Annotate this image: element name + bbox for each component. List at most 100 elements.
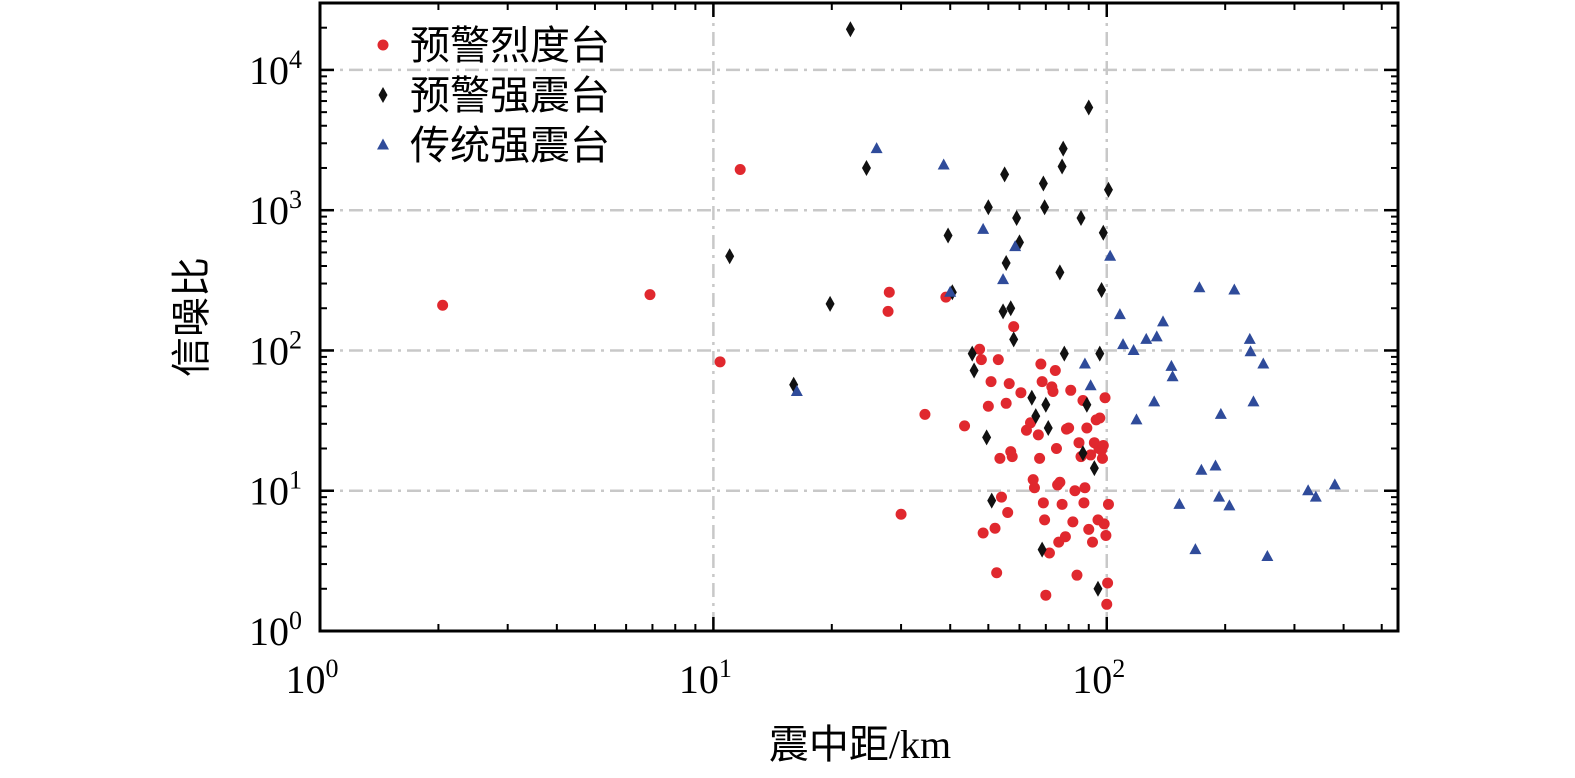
y-tick-label: 100 [249,606,302,654]
legend-label: 预警强震台 [410,73,610,118]
data-point [1098,518,1110,530]
data-point [969,362,979,379]
data-point [1209,459,1222,471]
data-point [1035,358,1047,370]
data-point [1228,283,1241,295]
x-tick-label: 101 [679,654,732,702]
data-point [1243,332,1256,344]
data-point [1094,412,1106,424]
data-point [1047,385,1059,397]
legend-marker [378,87,388,103]
y-tick-label: 103 [249,185,302,233]
data-point [1213,490,1226,502]
data-point [1223,499,1236,511]
x-tick-label: 100 [286,654,339,702]
data-point [1031,408,1041,425]
data-point [1028,482,1040,494]
data-point [1127,343,1140,355]
data-point [1095,345,1105,362]
data-point [1059,531,1071,543]
data-point [1087,536,1099,548]
x-axis-label: 震中距/km [769,722,951,767]
data-point [1193,281,1206,293]
data-point [1261,549,1274,561]
legend-label: 预警烈度台 [410,23,610,68]
data-point [1049,364,1061,376]
data-point [1065,384,1077,396]
data-point [1148,395,1161,407]
data-point [977,222,990,234]
data-point [1309,490,1322,502]
data-point [1055,264,1065,281]
data-point [1002,506,1014,518]
data-point [825,295,835,312]
data-point [1050,443,1062,455]
data-point [1081,422,1093,434]
series-1 [437,164,1114,610]
data-point [1257,357,1270,369]
data-point [1173,497,1186,509]
legend-label: 传统强震台 [410,123,610,168]
data-point [1096,452,1108,464]
data-point [1244,345,1257,357]
data-point [1039,514,1051,526]
y-tick-label: 101 [249,466,302,514]
data-point [845,21,855,38]
data-point [1043,420,1053,437]
data-point [1000,166,1010,183]
data-point [895,508,907,520]
data-point [992,354,1004,366]
data-point [1140,332,1153,344]
data-point [944,285,957,297]
data-point [977,527,989,539]
data-point [1027,474,1039,486]
data-point [1067,516,1079,528]
data-point [1038,175,1048,192]
data-point [1025,417,1037,429]
data-point [1040,199,1050,216]
data-point [1195,463,1208,475]
data-point [1056,498,1068,510]
data-point [1097,440,1109,452]
data-point [1098,224,1108,241]
data-point [1027,389,1037,406]
plot-frame [318,1,1400,633]
y-tick-label: 102 [249,325,302,373]
data-point [790,384,803,396]
data-point [1034,452,1046,464]
data-point [1069,485,1081,497]
data-point [1113,308,1126,320]
data-points [437,21,1341,610]
data-point [870,142,883,154]
data-point [995,491,1007,503]
data-point [1032,429,1044,441]
data-point [1104,249,1117,261]
data-point [1043,547,1055,559]
data-point [1009,331,1019,348]
data-point [1078,497,1090,509]
data-point [1076,209,1086,226]
data-point [943,227,953,244]
data-point [1041,396,1051,413]
data-point [959,420,971,432]
data-point [714,356,726,368]
data-point [1079,482,1091,494]
data-point [1057,158,1067,175]
data-point [1084,379,1097,391]
axis-ticks [318,2,1398,633]
legend-marker [377,39,389,51]
data-point [882,305,894,317]
data-point [1214,407,1227,419]
data-point [1054,476,1066,488]
y-axis-label: 信噪比 [169,257,214,377]
data-point [1103,181,1113,198]
tick-labels: 100 101 102 100 101 102 103 104 [249,45,1125,702]
data-point [1037,497,1049,509]
data-point [998,303,1008,320]
data-point [883,286,895,298]
data-point [1093,580,1103,597]
data-point [1037,541,1047,558]
data-point [967,345,977,362]
data-point [644,289,656,301]
data-point [1189,543,1202,555]
